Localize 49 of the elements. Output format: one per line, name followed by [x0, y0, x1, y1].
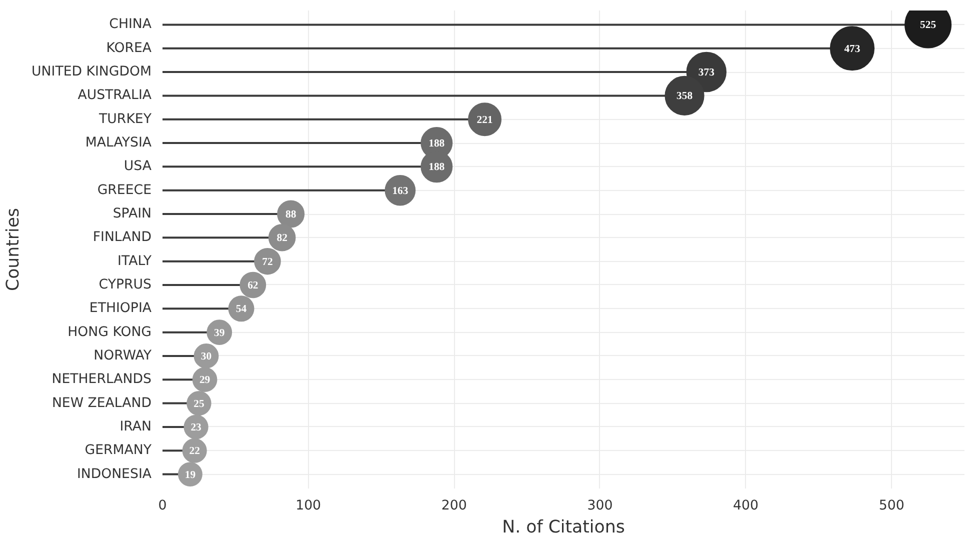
- data-label: 358: [676, 91, 693, 102]
- data-label: 54: [236, 304, 248, 316]
- x-tick-label: 100: [296, 498, 322, 514]
- y-tick-label: INDONESIA: [76, 466, 152, 482]
- x-tick-label: 400: [733, 498, 759, 514]
- y-tick-label: ITALY: [118, 254, 152, 269]
- data-label: 188: [428, 162, 445, 174]
- y-tick-label: FINLAND: [92, 230, 152, 246]
- y-tick-label: GREECE: [97, 182, 152, 198]
- y-tick-label: IRAN: [120, 419, 152, 434]
- y-tick-label: SPAIN: [112, 206, 152, 222]
- y-tick-label: TURKEY: [98, 112, 152, 127]
- data-label: 72: [262, 256, 273, 268]
- y-tick-label: ETHIOPIA: [89, 301, 152, 316]
- y-axis-title: Countries: [4, 208, 24, 292]
- data-label: 29: [199, 375, 210, 386]
- data-label: 221: [476, 114, 493, 126]
- data-label: 25: [194, 398, 204, 410]
- y-tick-label: NORWAY: [94, 348, 152, 364]
- point: [254, 248, 281, 275]
- y-tick-label: USA: [124, 159, 152, 174]
- data-label: 39: [214, 328, 225, 339]
- data-label: 19: [184, 470, 196, 481]
- x-tick-label: 300: [587, 498, 613, 514]
- y-tick-label: CYPRUS: [98, 277, 152, 292]
- data-label: 188: [428, 138, 445, 150]
- data-label: 23: [190, 422, 202, 434]
- data-label: 22: [189, 446, 200, 458]
- data-label: 88: [285, 210, 296, 221]
- y-tick-label: GERMANY: [84, 443, 152, 458]
- data-label: 473: [844, 44, 860, 55]
- x-tick-label: 500: [878, 498, 904, 514]
- y-tick-label: HONG KONG: [68, 324, 152, 340]
- data-label: 525: [920, 20, 936, 32]
- x-tick-label: 200: [441, 498, 467, 514]
- y-tick-label: NETHERLANDS: [52, 372, 152, 388]
- data-label: 163: [392, 186, 408, 197]
- data-label: 30: [200, 351, 212, 362]
- y-tick-label: NEW ZEALAND: [52, 396, 152, 411]
- y-tick-label: MALAYSIA: [85, 136, 152, 151]
- y-tick-label: KOREA: [106, 40, 152, 56]
- x-tick-label: 0: [158, 498, 167, 514]
- y-tick-label: AUSTRALIA: [78, 88, 152, 104]
- data-label: 82: [276, 233, 288, 244]
- y-tick-label: UNITED KINGDOM: [32, 64, 152, 80]
- y-tick-label: CHINA: [109, 17, 152, 32]
- x-axis-title: N. of Citations: [502, 518, 625, 538]
- data-label: 62: [248, 280, 258, 292]
- data-label: 373: [698, 68, 714, 79]
